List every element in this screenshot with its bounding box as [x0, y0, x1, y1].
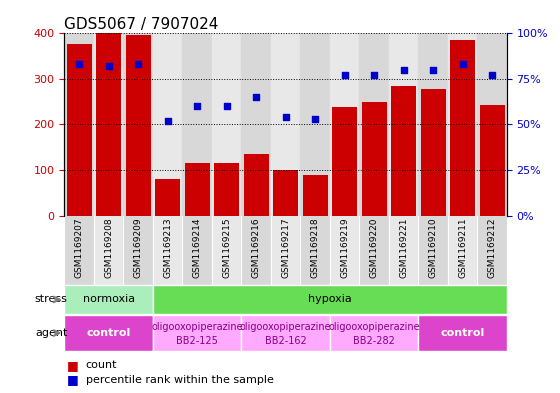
Text: control: control [86, 328, 131, 338]
Text: normoxia: normoxia [82, 294, 135, 305]
Bar [300, 33, 330, 216]
Bar [185, 163, 209, 216]
Bar [125, 35, 151, 216]
Text: BB2-282: BB2-282 [353, 336, 395, 346]
Text: BB2-125: BB2-125 [176, 336, 218, 346]
Bar [64, 315, 153, 351]
Bar [153, 285, 507, 314]
Bar [212, 33, 241, 216]
Point [340, 72, 349, 78]
Point [428, 66, 437, 73]
Bar [64, 216, 94, 285]
Bar [64, 33, 94, 216]
Bar [448, 33, 477, 216]
Text: GSM1169211: GSM1169211 [458, 217, 467, 278]
Bar [332, 107, 357, 216]
Text: GSM1169212: GSM1169212 [488, 217, 497, 277]
Point [222, 103, 231, 109]
Bar [183, 216, 212, 285]
Bar [96, 33, 121, 216]
Bar [477, 33, 507, 216]
Text: stress: stress [35, 294, 68, 305]
Text: GSM1169220: GSM1169220 [370, 217, 379, 277]
Bar [360, 216, 389, 285]
Bar [214, 163, 239, 216]
Text: agent: agent [35, 328, 67, 338]
Bar [450, 40, 475, 216]
Text: oligooxopiperazine: oligooxopiperazine [151, 323, 243, 332]
Text: ■: ■ [67, 359, 79, 372]
Bar [300, 216, 330, 285]
Text: GSM1169216: GSM1169216 [251, 217, 260, 278]
Point [163, 118, 172, 124]
Text: oligooxopiperazine: oligooxopiperazine [328, 323, 420, 332]
Point [251, 94, 260, 100]
Point [311, 116, 320, 122]
Bar [421, 89, 446, 216]
Text: GSM1169208: GSM1169208 [104, 217, 113, 278]
Bar [212, 216, 241, 285]
Text: ■: ■ [67, 373, 79, 387]
Bar [418, 216, 448, 285]
Bar [183, 33, 212, 216]
Bar [67, 44, 92, 216]
Bar [391, 86, 416, 216]
Point [193, 103, 202, 109]
Point [281, 114, 290, 120]
Bar [241, 216, 271, 285]
Point [104, 63, 113, 69]
Text: GSM1169213: GSM1169213 [163, 217, 172, 278]
Bar [94, 216, 123, 285]
Text: GSM1169219: GSM1169219 [340, 217, 349, 278]
Bar [153, 33, 183, 216]
Bar [244, 154, 269, 216]
Text: GSM1169210: GSM1169210 [428, 217, 437, 278]
Bar [94, 33, 123, 216]
Text: GSM1169215: GSM1169215 [222, 217, 231, 278]
Text: BB2-162: BB2-162 [265, 336, 306, 346]
Bar [389, 33, 418, 216]
Bar [271, 33, 300, 216]
Bar [155, 179, 180, 216]
Text: count: count [86, 360, 117, 371]
Bar [153, 315, 241, 351]
Bar [330, 216, 360, 285]
Bar [477, 216, 507, 285]
Bar [273, 170, 298, 216]
Point [399, 66, 408, 73]
Point [488, 72, 497, 78]
Bar [418, 315, 507, 351]
Bar [241, 33, 271, 216]
Bar [302, 174, 328, 216]
Bar [389, 216, 418, 285]
Text: GSM1169221: GSM1169221 [399, 217, 408, 277]
Bar [123, 216, 153, 285]
Text: oligooxopiperazine: oligooxopiperazine [240, 323, 332, 332]
Text: percentile rank within the sample: percentile rank within the sample [86, 375, 273, 385]
Text: GDS5067 / 7907024: GDS5067 / 7907024 [64, 17, 219, 32]
Bar [360, 33, 389, 216]
Text: control: control [440, 328, 485, 338]
Bar [271, 216, 300, 285]
Text: GSM1169209: GSM1169209 [134, 217, 143, 278]
Bar [123, 33, 153, 216]
Bar [64, 285, 153, 314]
Bar [418, 33, 448, 216]
Text: GSM1169207: GSM1169207 [74, 217, 83, 278]
Bar [330, 315, 418, 351]
Text: GSM1169217: GSM1169217 [281, 217, 290, 278]
Point [74, 61, 83, 67]
Text: hypoxia: hypoxia [308, 294, 352, 305]
Bar [330, 33, 360, 216]
Point [134, 61, 143, 67]
Bar [362, 103, 386, 216]
Bar [153, 216, 183, 285]
Point [370, 72, 379, 78]
Text: GSM1169218: GSM1169218 [311, 217, 320, 278]
Point [458, 61, 467, 67]
Bar [448, 216, 477, 285]
Bar [241, 315, 330, 351]
Text: GSM1169214: GSM1169214 [193, 217, 202, 277]
Bar [479, 105, 505, 216]
